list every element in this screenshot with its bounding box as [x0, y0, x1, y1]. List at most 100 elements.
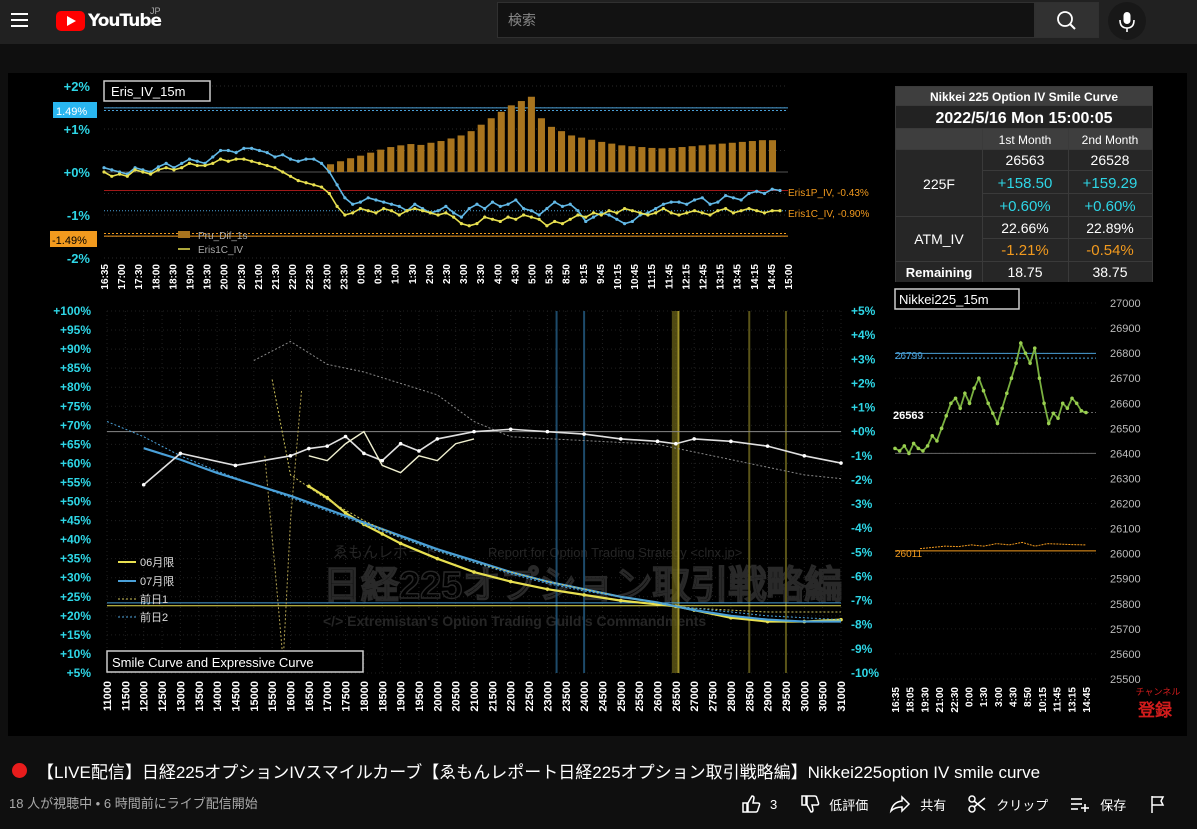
iv-xtick: 1:00 — [391, 264, 402, 284]
ref-upper-badge — [53, 102, 97, 118]
subscribe-watermark[interactable]: チャンネル 登録 — [1136, 687, 1181, 720]
iv-xtick: 12:45 — [699, 264, 710, 290]
nikkei-ytick: 26000 — [1110, 549, 1141, 561]
iv-ytick: +1% — [64, 122, 91, 137]
iv-chart-title-box — [103, 80, 211, 102]
smile-xtick: 26000 — [653, 681, 665, 712]
smile-xtick: 24000 — [579, 681, 591, 712]
search-button[interactable] — [1035, 2, 1099, 38]
logo-text: YouTube — [88, 11, 162, 31]
legend-07: 07月限 — [140, 575, 174, 588]
clip-button[interactable]: クリップ — [966, 793, 1048, 815]
expressive-point — [472, 429, 476, 434]
smile-xtick: 23000 — [542, 681, 554, 712]
nikkei-ref-lower: 26011 — [895, 549, 923, 560]
iv-bar — [407, 144, 415, 172]
col-first-month: 1st Month — [999, 133, 1052, 147]
eris1c-point — [514, 217, 518, 221]
col-second-month: 2nd Month — [1082, 133, 1139, 147]
iv-xtick: 23:00 — [322, 264, 333, 290]
eris1c-point — [599, 213, 603, 217]
eris1p-point — [211, 155, 215, 159]
eris1p-point — [537, 213, 541, 217]
eris1p-point — [110, 168, 114, 172]
eris1p-point — [568, 202, 572, 206]
atm-iv-2: 22.89% — [1086, 220, 1133, 236]
youtube-logo[interactable]: YouTube JP — [56, 6, 162, 33]
nikkei-price-point — [963, 391, 967, 396]
smile-xtick: 23500 — [561, 681, 573, 712]
like-button[interactable]: 3 — [740, 793, 777, 815]
share-button[interactable]: 共有 — [888, 793, 946, 815]
smile-xtick: 27000 — [689, 681, 701, 712]
eris1c-point — [351, 211, 355, 215]
menu-icon[interactable] — [8, 8, 34, 34]
atm-change-2: -0.54% — [1086, 242, 1134, 259]
search-input[interactable] — [497, 2, 1035, 38]
nikkei-lower-band — [919, 541, 1087, 550]
eris1c-point — [382, 206, 386, 211]
nikkei-xtick: 1:30 — [979, 687, 990, 707]
iv-bar — [537, 118, 545, 172]
iv-bar — [748, 141, 756, 172]
eris1p-point — [607, 213, 611, 217]
eris1p-point — [281, 153, 285, 157]
eris1p-point — [677, 200, 681, 204]
nikkei-xtick: 4:30 — [1009, 687, 1020, 707]
dislike-label: 低評価 — [829, 797, 869, 813]
eris1p-point — [685, 202, 689, 206]
dislike-button[interactable]: 低評価 — [799, 793, 868, 815]
eris1p-point — [327, 170, 331, 174]
iv-xtick: 1:30 — [408, 264, 419, 284]
save-button[interactable]: 保存 — [1068, 793, 1126, 815]
iv-ytick: +2% — [64, 79, 91, 94]
iv-bar — [437, 141, 445, 172]
nikkei-ref-current: 26563 — [893, 410, 924, 422]
nikkei-ytick: 26100 — [1110, 524, 1141, 536]
iv-bar — [507, 105, 515, 172]
atm-change-1: -1.21% — [1001, 242, 1049, 259]
voice-search-button[interactable] — [1108, 2, 1146, 40]
iv-bar — [678, 147, 686, 172]
eris1c-point — [102, 170, 106, 174]
eris1p-point — [490, 200, 495, 204]
eris1p-point — [661, 202, 666, 206]
iv-xtick: 20:00 — [220, 264, 231, 290]
smile-xtick: 28000 — [726, 681, 738, 712]
smile-06-point — [307, 484, 311, 489]
nikkei-ytick: 26600 — [1110, 398, 1141, 410]
eris1p-point — [382, 200, 386, 204]
nikkei-chart-title: Nikkei225_15m — [899, 292, 989, 307]
iv-xtick: 17:00 — [117, 264, 128, 290]
nikkei-price-point — [1074, 401, 1079, 406]
expressive-prev-curve — [253, 340, 842, 480]
eris1c-end-label: Eris1C_IV, -0.90% — [788, 209, 869, 220]
eris1p-point — [506, 202, 510, 206]
iv-bar — [558, 131, 566, 172]
nikkei-price-point — [1028, 361, 1032, 365]
eris1p-point — [250, 146, 254, 150]
nikkei-price-point — [1070, 396, 1074, 401]
smile-left-tick: +80% — [60, 380, 91, 394]
nikkei-price-point — [958, 406, 963, 411]
iv-bar — [457, 135, 465, 172]
report-button[interactable] — [1148, 793, 1176, 815]
smile-xtick: 14000 — [212, 681, 224, 712]
expressive-point — [674, 441, 678, 446]
smile-xtick: 14500 — [230, 681, 242, 712]
iv-xtick: 9:45 — [596, 264, 607, 284]
smile-left-tick: +10% — [60, 647, 91, 661]
expressive-point — [307, 446, 311, 451]
smile-xtick: 21000 — [469, 681, 481, 712]
eris1p-iv-line — [103, 147, 781, 225]
video-player[interactable]: ゑもんレポート Report for Option Trading Strate… — [8, 73, 1187, 736]
nikkei-ytick: 26300 — [1110, 473, 1141, 485]
iv-xtick: 5:00 — [528, 264, 539, 284]
watermark-sub: Report for Option Trading Strategy <clnx… — [488, 545, 742, 560]
eris1c-point — [304, 181, 308, 185]
eris1p-point — [591, 215, 596, 219]
iv-bar — [397, 145, 405, 172]
iv-xtick: 4:00 — [493, 264, 504, 284]
iv-xtick: 19:30 — [203, 264, 214, 290]
nikkei-price-point — [1023, 351, 1028, 355]
